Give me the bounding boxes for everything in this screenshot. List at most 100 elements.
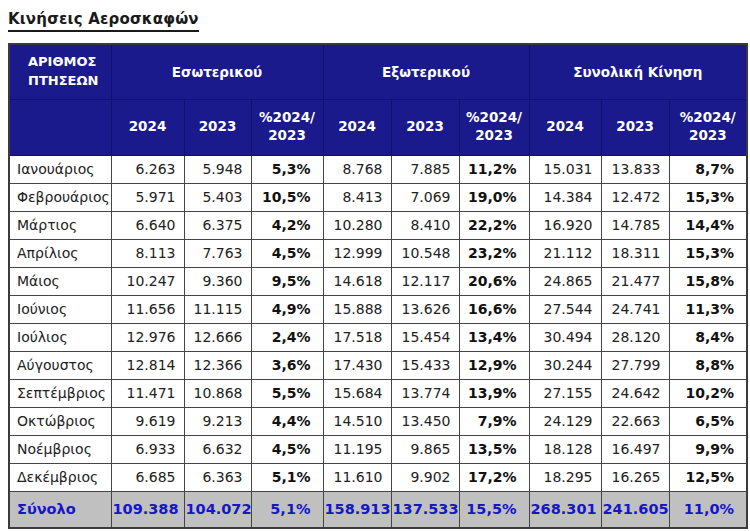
percent-value: 7,9% (459, 407, 529, 435)
flight-count-value: 18.128 (529, 435, 601, 463)
year-header: 2024 (111, 99, 184, 155)
percent-value: 4,2% (251, 211, 323, 239)
flight-count-value: 11.656 (111, 295, 184, 323)
flight-count-value: 13.626 (391, 295, 459, 323)
flight-count-value: 9.865 (391, 435, 459, 463)
percent-value: 15,3% (669, 183, 747, 211)
percent-value: 17,2% (459, 463, 529, 491)
flight-count-value: 5.948 (184, 155, 251, 183)
year-header: 2024 (323, 99, 391, 155)
percent-value: 15,8% (669, 267, 747, 295)
flight-count-value: 6.263 (111, 155, 184, 183)
percent-value: 6,5% (669, 407, 747, 435)
total-count-value: 241.605 (601, 491, 669, 528)
flight-count-value: 11.195 (323, 435, 391, 463)
percent-value: 8,4% (669, 323, 747, 351)
percent-value: 10,5% (251, 183, 323, 211)
flight-count-value: 10.868 (184, 379, 251, 407)
flight-count-value: 12.666 (184, 323, 251, 351)
percent-value: 9,9% (669, 435, 747, 463)
percent-value: 12,9% (459, 351, 529, 379)
percent-value: 10,2% (669, 379, 747, 407)
total-row: Σύνολο109.388104.0725,1%158.913137.53315… (9, 491, 747, 528)
flight-count-value: 27.544 (529, 295, 601, 323)
percent-value: 22,2% (459, 211, 529, 239)
total-percent-value: 11,0% (669, 491, 747, 528)
percent-value: 11,2% (459, 155, 529, 183)
pct-year-header: %2024/ 2023 (669, 99, 747, 155)
flight-count-value: 6.363 (184, 463, 251, 491)
month-label: Σεπτέμβριος (9, 379, 111, 407)
flight-count-value: 11.610 (323, 463, 391, 491)
percent-value: 4,4% (251, 407, 323, 435)
percent-value: 9,5% (251, 267, 323, 295)
flight-count-value: 12.117 (391, 267, 459, 295)
percent-value: 13,5% (459, 435, 529, 463)
flight-count-value: 10.280 (323, 211, 391, 239)
pct-year-header: %2024/ 2023 (459, 99, 529, 155)
percent-value: 12,5% (669, 463, 747, 491)
flight-count-value: 5.971 (111, 183, 184, 211)
flight-count-value: 24.865 (529, 267, 601, 295)
table-row: Αύγουστος12.81412.3663,6%17.43015.43312,… (9, 351, 747, 379)
flight-count-value: 11.115 (184, 295, 251, 323)
total-count-value: 104.072 (184, 491, 251, 528)
flight-count-value: 15.684 (323, 379, 391, 407)
group-header-total-traffic: Συνολική Κίνηση (529, 44, 747, 99)
total-count-value: 109.388 (111, 491, 184, 528)
flight-count-value: 5.403 (184, 183, 251, 211)
year-header: 2023 (601, 99, 669, 155)
total-percent-value: 5,1% (251, 491, 323, 528)
group-header-domestic: Εσωτερικού (111, 44, 323, 99)
flight-count-value: 8.413 (323, 183, 391, 211)
flight-count-value: 17.518 (323, 323, 391, 351)
table-row: Απρίλιος8.1137.7634,5%12.99910.54823,2%2… (9, 239, 747, 267)
percent-value: 5,5% (251, 379, 323, 407)
year-header: 2024 (529, 99, 601, 155)
flight-count-value: 24.642 (601, 379, 669, 407)
flight-count-value: 7.069 (391, 183, 459, 211)
flight-count-value: 9.619 (111, 407, 184, 435)
flight-count-value: 24.741 (601, 295, 669, 323)
percent-value: 14,4% (669, 211, 747, 239)
percent-value: 16,6% (459, 295, 529, 323)
flight-count-value: 8.768 (323, 155, 391, 183)
flight-count-value: 7.763 (184, 239, 251, 267)
flight-count-value: 14.785 (601, 211, 669, 239)
flight-count-value: 13.833 (601, 155, 669, 183)
flight-count-value: 18.311 (601, 239, 669, 267)
total-percent-value: 15,5% (459, 491, 529, 528)
flight-count-value: 12.814 (111, 351, 184, 379)
table-row: Μάρτιος6.6406.3754,2%10.2808.41022,2%16.… (9, 211, 747, 239)
flight-count-value: 12.976 (111, 323, 184, 351)
page-title: Κινήσεις Αεροσκαφών (8, 10, 199, 32)
flight-count-value: 8.113 (111, 239, 184, 267)
table-row: Σεπτέμβριος11.47110.8685,5%15.68413.7741… (9, 379, 747, 407)
percent-value: 8,8% (669, 351, 747, 379)
table-row: Οκτώβριος9.6199.2134,4%14.51013.4507,9%2… (9, 407, 747, 435)
flight-count-value: 15.888 (323, 295, 391, 323)
month-label: Μάρτιος (9, 211, 111, 239)
year-header: 2023 (391, 99, 459, 155)
group-header-row: ΑΡΙΘΜΟΣ ΠΤΗΣΕΩΝ Εσωτερικού Εξωτερικού Συ… (9, 44, 747, 99)
table-row: Δεκέμβριος6.6856.3635,1%11.6109.90217,2%… (9, 463, 747, 491)
percent-value: 3,6% (251, 351, 323, 379)
total-label: Σύνολο (9, 491, 111, 528)
month-label: Δεκέμβριος (9, 463, 111, 491)
flight-count-value: 21.477 (601, 267, 669, 295)
table-header: ΑΡΙΘΜΟΣ ΠΤΗΣΕΩΝ Εσωτερικού Εξωτερικού Συ… (9, 44, 747, 155)
flight-count-value: 12.999 (323, 239, 391, 267)
total-count-value: 137.533 (391, 491, 459, 528)
percent-value: 11,3% (669, 295, 747, 323)
month-label: Φεβρουάριος (9, 183, 111, 211)
month-label: Αύγουστος (9, 351, 111, 379)
flight-count-value: 22.663 (601, 407, 669, 435)
flight-count-value: 6.375 (184, 211, 251, 239)
sub-header-row: 20242023%2024/ 202320242023%2024/ 202320… (9, 99, 747, 155)
flight-count-value: 16.497 (601, 435, 669, 463)
flight-count-value: 28.120 (601, 323, 669, 351)
flight-count-value: 13.450 (391, 407, 459, 435)
month-label: Ιούλιος (9, 323, 111, 351)
flight-count-value: 30.494 (529, 323, 601, 351)
percent-value: 5,3% (251, 155, 323, 183)
